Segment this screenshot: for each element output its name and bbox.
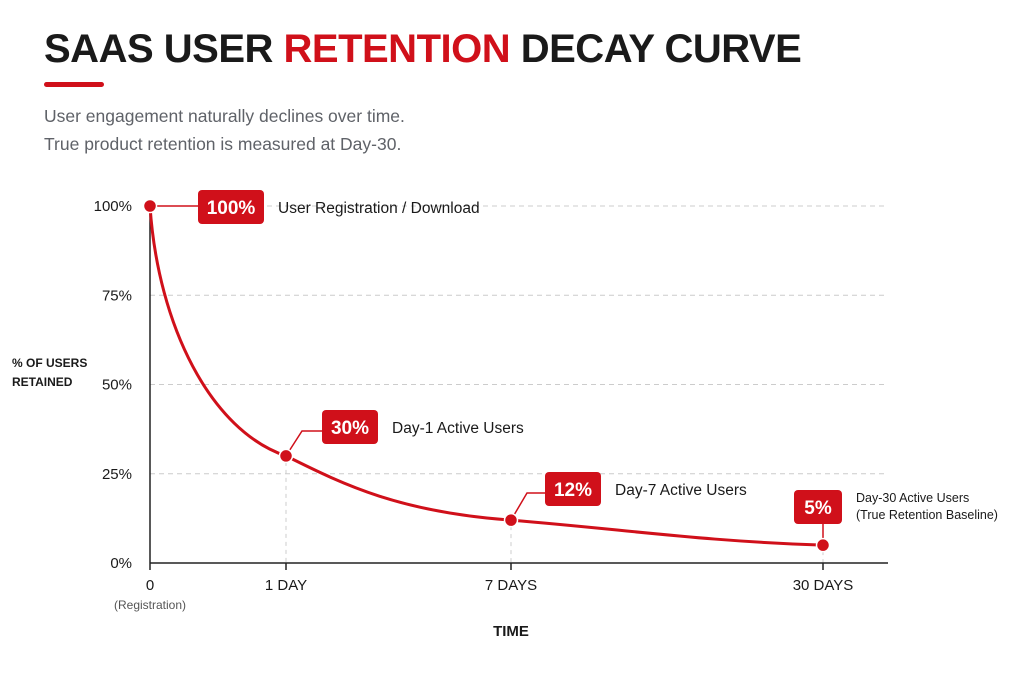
value-badge (545, 472, 601, 506)
data-point-marker (278, 448, 294, 464)
value-badge-label: 12% (554, 480, 592, 501)
x-tick-label: 7 DAYS (485, 577, 537, 594)
value-badge (322, 410, 378, 444)
x-tick-label: 1 DAY (265, 577, 307, 594)
title-accent: RETENTION (283, 27, 511, 71)
y-tick-label: 75% (102, 287, 132, 304)
subtitle-line-1: User engagement naturally declines over … (44, 106, 405, 126)
y-axis-label-line-1: % OF USERS (12, 356, 87, 370)
y-tick-labels: 100% 75% 50% 25% 0% (94, 198, 132, 572)
y-axis-label-line-2: RETAINED (12, 375, 73, 389)
value-badge-label: 5% (804, 498, 832, 519)
value-badge-label: 100% (207, 198, 256, 219)
title-underline (44, 82, 104, 87)
data-point-group: 100% User Registration / Download (142, 190, 480, 224)
point-annotation: (True Retention Baseline) (856, 508, 998, 522)
data-point-group: 30% Day-1 Active Users (278, 410, 524, 464)
y-tick-label: 0% (110, 555, 132, 572)
point-annotation: User Registration / Download (278, 200, 480, 217)
gridlines (150, 205, 888, 563)
value-badge (794, 490, 842, 524)
leader-line (285, 430, 322, 457)
retention-line (148, 204, 825, 547)
x-tick-labels: 0 (Registration) 1 DAY 7 DAYS 30 DAYS (114, 577, 853, 612)
value-badge-label: 30% (331, 418, 369, 439)
chart-title: SAAS USER RETENTION DECAY CURVE (44, 26, 802, 72)
data-point-group: 5% Day-30 Active Users (True Retention Bas… (794, 490, 998, 553)
data-point-marker (503, 512, 519, 528)
y-tick-label: 25% (102, 466, 132, 483)
y-tick-label: 50% (102, 377, 132, 394)
x-tick-sublabel: (Registration) (114, 598, 186, 612)
x-axis-label: TIME (493, 623, 529, 640)
title-part-2: DECAY CURVE (510, 27, 802, 71)
value-badge (198, 190, 264, 224)
data-point-group: 12% Day-7 Active Users (503, 472, 747, 528)
data-points: 100% User Registration / Download 30% Day-1… (142, 190, 998, 553)
point-annotation: Day-30 Active Users (856, 491, 969, 505)
point-annotation: Day-1 Active Users (392, 420, 524, 437)
subtitle-line-2: True product retention is measured at Da… (44, 134, 402, 154)
chart-subtitle: User engagement naturally declines over … (44, 102, 405, 158)
leader-line (510, 492, 545, 521)
axes (149, 202, 888, 570)
y-tick-label: 100% (94, 198, 132, 215)
point-annotation: Day-7 Active Users (615, 482, 747, 499)
x-tick-label: 30 DAYS (793, 577, 854, 594)
x-tick-label: 0 (146, 577, 154, 594)
data-point-marker (815, 537, 831, 553)
decay-curve (148, 204, 825, 547)
title-part-1: SAAS USER (44, 27, 284, 71)
data-point-marker (142, 198, 158, 214)
